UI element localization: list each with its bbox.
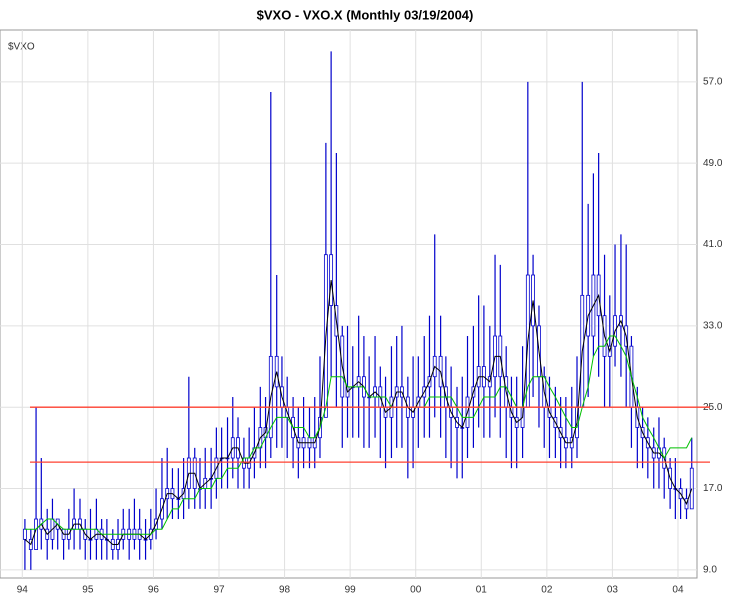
x-tick-label: 01 <box>476 585 488 596</box>
y-tick-label: 49.0 <box>703 158 723 169</box>
x-tick-label: 95 <box>82 585 94 596</box>
y-axis-label: $VXO <box>8 42 35 53</box>
x-tick-label: 98 <box>279 585 291 596</box>
x-tick-label: 99 <box>345 585 357 596</box>
x-tick-label: 02 <box>541 585 553 596</box>
x-tick-label: 97 <box>213 585 225 596</box>
candle-body <box>34 518 38 550</box>
moving-average-line <box>24 335 693 535</box>
chart-title: $VXO - VXO.X (Monthly 03/19/2004) <box>257 7 474 22</box>
y-tick-label: 33.0 <box>703 320 723 331</box>
x-tick-label: 00 <box>410 585 422 596</box>
y-tick-label: 25.0 <box>703 402 723 413</box>
x-tick-label: 96 <box>148 585 160 596</box>
x-tick-label: 03 <box>607 585 619 596</box>
y-tick-label: 41.0 <box>703 239 723 250</box>
y-tick-label: 9.0 <box>703 565 717 576</box>
x-tick-label: 04 <box>672 585 684 596</box>
x-tick-label: 94 <box>17 585 29 596</box>
candle-body <box>23 528 27 540</box>
y-tick-label: 17.0 <box>703 483 723 494</box>
y-tick-label: 57.0 <box>703 76 723 87</box>
